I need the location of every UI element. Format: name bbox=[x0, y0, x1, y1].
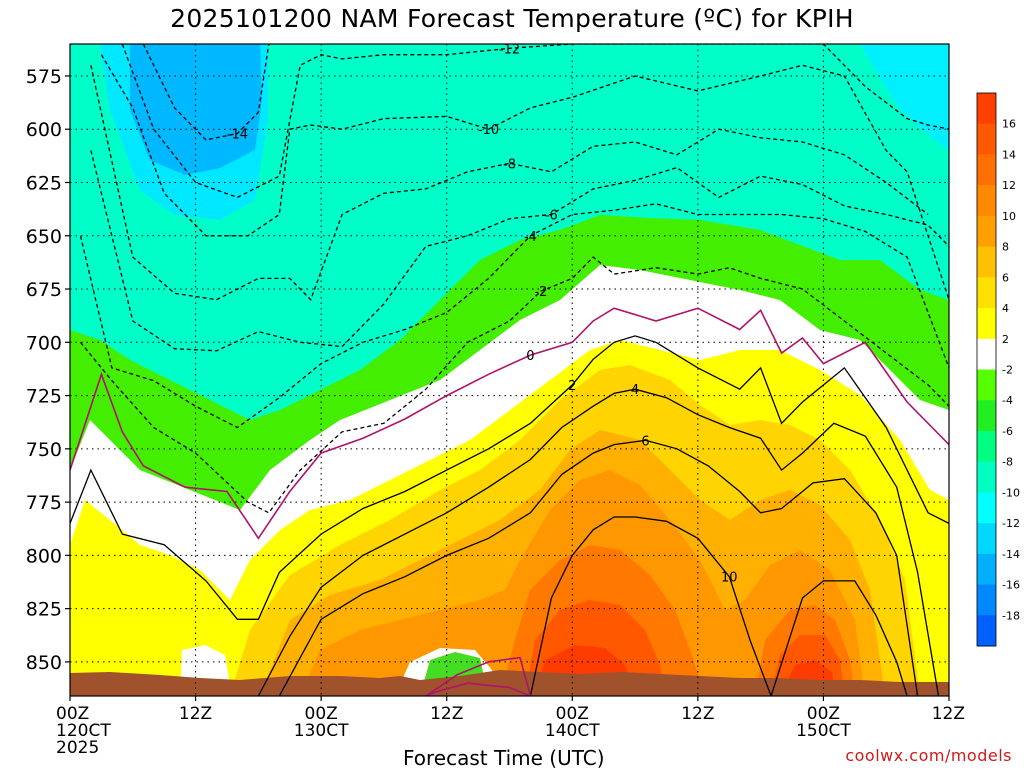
colorbar-swatch bbox=[977, 277, 996, 309]
contour-line bbox=[121, 44, 949, 199]
colorbar-swatch bbox=[977, 523, 996, 555]
colorbar-label: 12 bbox=[1002, 179, 1016, 192]
x-tick-label: 12Z bbox=[430, 704, 463, 724]
y-tick-label: 575 bbox=[26, 66, 62, 88]
colorbar-label: -12 bbox=[1002, 517, 1020, 530]
colorbar-swatch bbox=[977, 369, 996, 401]
x-tick-label: 150CT bbox=[796, 721, 851, 741]
x-tick-label: 00Z bbox=[305, 704, 338, 724]
x-axis-label: Forecast Time (UTC) bbox=[403, 746, 605, 770]
colorbar-label: -16 bbox=[1002, 579, 1020, 592]
contour-line bbox=[90, 65, 929, 301]
colorbar-frame bbox=[976, 92, 997, 647]
y-tick-label: 725 bbox=[26, 386, 62, 408]
colorbar-swatch bbox=[977, 154, 996, 186]
colorbar-label: 2 bbox=[1002, 333, 1009, 346]
x-tick-label: 130CT bbox=[294, 721, 349, 741]
y-tick-label: 750 bbox=[26, 439, 62, 461]
credit-text: coolwx.com/models bbox=[845, 746, 1012, 765]
colorbar-swatch bbox=[977, 615, 996, 647]
colorbar-label: 8 bbox=[1002, 241, 1009, 254]
contours bbox=[70, 44, 949, 696]
colorbar-swatch bbox=[977, 308, 996, 340]
colorbar-label: 6 bbox=[1002, 271, 1009, 284]
band-minus12b bbox=[860, 44, 949, 150]
colorbar-swatch bbox=[977, 215, 996, 248]
colorbar-label: -4 bbox=[1002, 394, 1013, 407]
contour-line bbox=[529, 516, 908, 696]
plot-frame bbox=[69, 43, 950, 697]
contour-line bbox=[142, 44, 270, 141]
colorbar-label: 10 bbox=[1002, 210, 1016, 223]
contour-line bbox=[100, 54, 949, 300]
colorbar-swatch bbox=[977, 553, 996, 586]
contour-label: -6 bbox=[545, 208, 558, 223]
colorbar-swatch bbox=[977, 430, 996, 463]
y-tick-label: 625 bbox=[26, 172, 62, 194]
y-tick-label: 675 bbox=[26, 279, 62, 301]
contour-label: -12 bbox=[499, 42, 520, 57]
contour-line bbox=[70, 307, 949, 540]
contour-line bbox=[425, 656, 532, 696]
colorbar-label: 16 bbox=[1002, 118, 1016, 131]
colorbar-swatch bbox=[977, 93, 996, 125]
contour-label: 0 bbox=[526, 349, 534, 364]
y-tick-label: 600 bbox=[26, 119, 62, 141]
colorbar-label: 14 bbox=[1002, 148, 1016, 161]
colorbar-swatch bbox=[977, 123, 996, 155]
contour-label: 10 bbox=[721, 571, 738, 586]
colorbar-swatch bbox=[977, 584, 996, 616]
x-tick-label: 140CT bbox=[545, 721, 600, 741]
colorbar-label: 4 bbox=[1002, 302, 1009, 315]
contour-label: -8 bbox=[503, 157, 516, 172]
contour-line bbox=[257, 388, 940, 696]
contour-label: -2 bbox=[534, 285, 547, 300]
colorbar-swatch bbox=[977, 338, 996, 370]
colorbar-label: -8 bbox=[1002, 456, 1013, 469]
contour-line bbox=[278, 439, 919, 696]
colorbar-label: -10 bbox=[1002, 486, 1020, 499]
colorbar-label: -14 bbox=[1002, 548, 1020, 561]
contour-label: -4 bbox=[524, 230, 537, 245]
colorbar-label: -6 bbox=[1002, 425, 1013, 438]
y-axis: 575 600 625 650 675 700 725 750 775 800 825 850 bbox=[26, 66, 70, 674]
y-tick-label: 800 bbox=[26, 545, 62, 567]
contour-labels: -14 -12 -10 -8 -6 -4 -2 0 2 4 6 10 bbox=[227, 42, 738, 586]
x-tick-label: 12Z bbox=[681, 704, 714, 724]
colorbar-swatch bbox=[977, 492, 996, 524]
contour-label: -10 bbox=[478, 123, 499, 138]
x-tick-label: 120CT bbox=[56, 721, 111, 741]
colorbar-label: -2 bbox=[1002, 364, 1013, 377]
contour-line bbox=[79, 203, 949, 429]
y-tick-label: 825 bbox=[26, 599, 62, 621]
contour-label: 6 bbox=[641, 434, 649, 449]
band-minus14b bbox=[130, 44, 262, 175]
x-tick-label: 12Z bbox=[179, 704, 212, 724]
x-tick-label: 00Z bbox=[556, 704, 589, 724]
temperature-fill bbox=[70, 44, 949, 696]
colorbar-swatch bbox=[977, 246, 996, 278]
y-tick-label: 650 bbox=[26, 226, 62, 248]
x-tick-label: 00Z bbox=[807, 704, 840, 724]
contour-line bbox=[70, 335, 949, 620]
y-tick-label: 775 bbox=[26, 492, 62, 514]
colorbar-label: -18 bbox=[1002, 609, 1020, 622]
contour-label: -14 bbox=[227, 127, 248, 142]
y-tick-label: 700 bbox=[26, 332, 62, 354]
contour-label: 4 bbox=[631, 383, 639, 398]
x-tick-label: 00Z bbox=[56, 704, 89, 724]
contour-line bbox=[79, 256, 949, 514]
y-tick-label: 850 bbox=[26, 652, 62, 674]
contour-line bbox=[90, 150, 949, 352]
x-tick-label: 2025 bbox=[56, 738, 99, 758]
colorbar-swatch bbox=[977, 461, 996, 493]
x-tick-label: 12Z bbox=[932, 704, 965, 724]
colorbar: 16 14 12 10 8 6 4 2 -2 -4 -6 -8 -10 -12 -14 -16 -18 bbox=[976, 92, 1020, 647]
colorbar-swatch bbox=[977, 400, 996, 432]
chart-title: 2025101200 NAM Forecast Temperature (ºC)… bbox=[170, 4, 854, 33]
contour-label: 2 bbox=[568, 379, 576, 394]
colorbar-swatch bbox=[977, 185, 996, 217]
